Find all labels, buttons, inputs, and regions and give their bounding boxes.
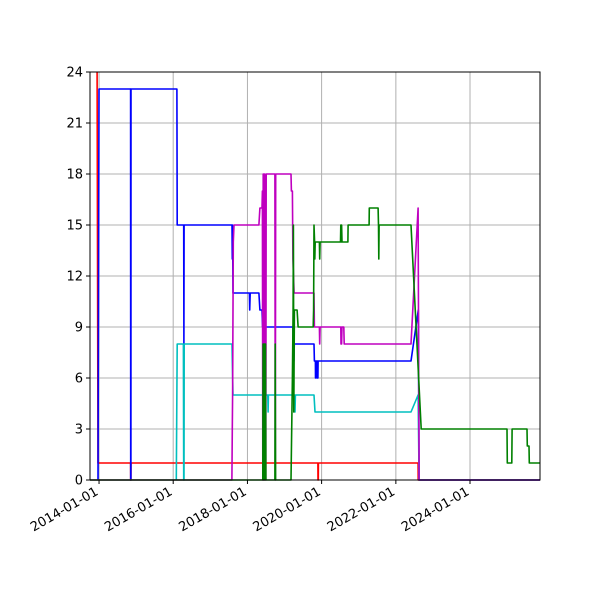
y-tick-label: 15 (66, 219, 83, 234)
y-tick-label: 12 (66, 270, 83, 285)
y-tick-label: 24 (66, 66, 83, 81)
y-tick-label: 9 (75, 321, 83, 336)
y-tick-label: 6 (75, 372, 83, 387)
y-tick-label: 18 (66, 168, 83, 183)
y-tick-label: 0 (75, 474, 83, 489)
series-line-3 (90, 173, 540, 481)
y-tick-label: 3 (75, 423, 83, 438)
y-tick-label: 21 (66, 117, 83, 132)
series-line-4 (90, 207, 540, 481)
